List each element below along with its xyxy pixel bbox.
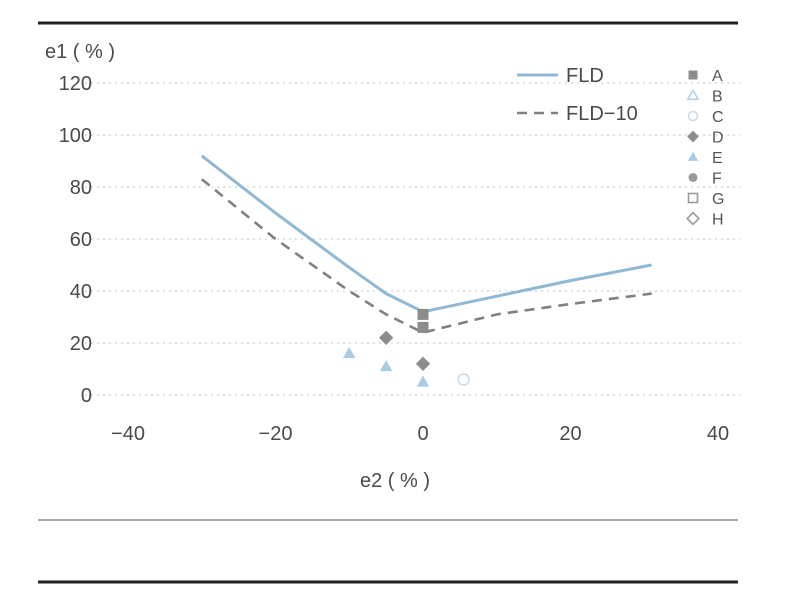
marker-key-label: E [712,150,723,167]
marker-key-symbol-e [687,151,699,161]
y-tick-label: 60 [70,229,92,251]
data-point-e [379,360,393,372]
legend-label: FLD [566,65,604,87]
x-tick-label: 20 [559,423,581,445]
marker-key-label: C [712,109,724,126]
marker-key-symbol-d [687,130,699,143]
data-point-c [457,373,470,386]
x-tick-label: 40 [707,423,729,445]
legend-label: FLD−10 [566,103,638,125]
x-tick-label: −40 [111,423,145,445]
x-ticks: −40 −20 0 20 40 [111,423,729,445]
marker-key-label: A [712,68,723,85]
y-tick-label: 20 [70,333,92,355]
data-point-d [378,330,394,345]
data-point-e [416,375,430,387]
y-tick-label: 80 [70,177,92,199]
x-tick-label: 0 [417,423,428,445]
marker-key-label: F [712,171,722,188]
data-point-a [417,321,429,333]
y-tick-label: 40 [70,281,92,303]
data-point-d [415,356,431,371]
series-layer [200,154,652,334]
marker-key-symbol-g [687,192,699,204]
marker-key-label: G [712,191,724,208]
series-line-fld [200,154,652,314]
y-tick-label: 100 [59,125,92,147]
marker-key-symbol-h [686,211,700,226]
marker-key-symbol-c [687,110,699,122]
marker-key-label: D [712,130,724,147]
marker-key-symbol-a [688,70,698,80]
marker-key-label: H [712,212,724,229]
points-layer [342,308,470,387]
grid [85,82,740,396]
y-tick-label: 120 [59,73,92,95]
legend: FLD FLD−10 [517,65,638,125]
data-point-a [417,308,429,320]
y-ticks: 0 20 40 60 80 100 120 [59,73,92,407]
data-point-e [342,347,356,359]
x-axis-title: e2 ( % ) [360,470,430,492]
marker-key-symbol-f [688,173,698,182]
series-line-fld-10 [200,178,652,334]
marker-key-label: B [712,89,723,106]
marker-key-symbol-b [686,88,700,101]
x-tick-label: −20 [259,423,293,445]
y-tick-label: 0 [81,385,92,407]
y-axis-title: e1 ( % ) [45,41,115,63]
